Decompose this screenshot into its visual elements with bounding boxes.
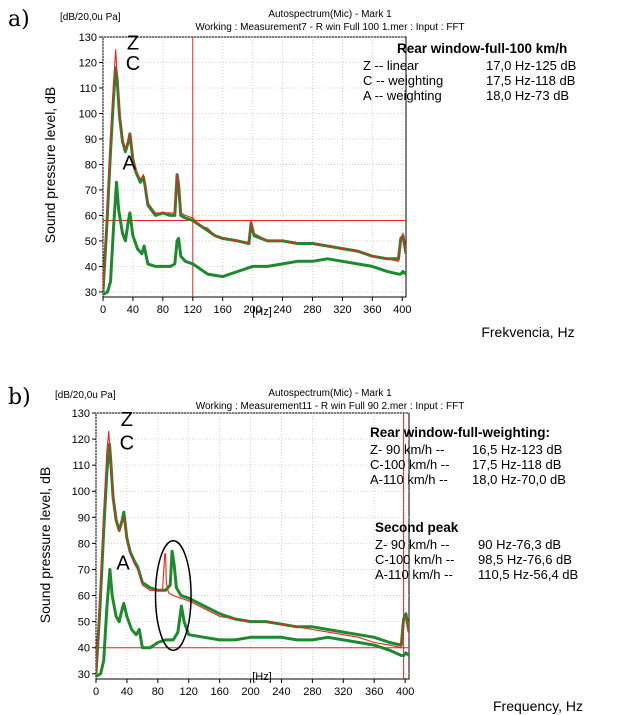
x-axis-label: Frequency, Hz (493, 698, 583, 714)
x-tick-label: 320 (334, 686, 352, 698)
y-tick-label: 60 (85, 210, 97, 222)
x-tick-label: 240 (272, 686, 290, 698)
y-tick-label: 80 (85, 159, 97, 171)
y-tick-label: 100 (72, 486, 90, 498)
curve-label-a: A (116, 552, 130, 574)
annotation-value: 17,0 Hz-125 dB (486, 58, 576, 73)
x-tick-label: 320 (333, 304, 351, 316)
annotation-value: 17,5 Hz-118 dB (472, 457, 561, 472)
x-axis-label: Frekvencia, Hz (481, 324, 574, 340)
y-tick-label: 50 (78, 617, 90, 629)
y-tick-label: 100 (79, 108, 97, 120)
panel-label: a) (8, 7, 30, 32)
series-line-a-110-km-h (96, 568, 409, 678)
y-tick-label: 130 (79, 32, 97, 44)
y-axis-label: Sound pressure level, dB (42, 87, 58, 243)
plot-area (95, 412, 410, 680)
annotation2-title: Second peak (375, 520, 459, 535)
y-tick-label: 120 (72, 434, 90, 446)
x-tick-label: 160 (210, 686, 228, 698)
annotation-label: C-100 km/h -- (370, 457, 449, 472)
series-group (96, 430, 409, 678)
y-tick-label: 110 (72, 460, 90, 472)
y-tick-label: 110 (79, 83, 97, 95)
y-tick-label: 120 (79, 57, 97, 69)
header-title: Autospectrum(Mic) - Mark 1 (268, 388, 392, 399)
x-tick-label: 280 (303, 304, 321, 316)
annotation-label: Z -- linear (363, 58, 419, 73)
y-tick-label: 70 (78, 564, 90, 576)
annotation-label: A -- weighting (363, 88, 442, 103)
series-line-z-90-km-h (96, 430, 409, 674)
x-tick-label: 80 (157, 304, 169, 316)
annotation2-label: Z- 90 km/h -- (375, 537, 449, 552)
y-tick-label: 50 (85, 236, 97, 248)
annotation-value: 18,0 Hz-70,0 dB (472, 472, 566, 487)
panel-label: b) (8, 385, 31, 410)
y-tick-label: 30 (78, 669, 90, 681)
x-tick-label: 0 (100, 304, 106, 316)
y-tick-label: 70 (85, 185, 97, 197)
annotation-block: Rear window-full-weighting: Z- 90 km/h --… (370, 425, 578, 582)
y-tick-label: 90 (85, 134, 97, 146)
annotation2-value: 98,5 Hz-76,6 dB (478, 552, 572, 567)
x-tick-label: 400 (396, 686, 414, 698)
annotation-value: 18,0 Hz-73 dB (486, 88, 569, 103)
annotation2-label: A-110 km/h -- (375, 567, 453, 582)
x-tick-label: 240 (273, 304, 291, 316)
annotation-title: Rear window-full-weighting: (370, 425, 550, 440)
annotation-value: 16,5 Hz-123 dB (472, 442, 562, 457)
x-tick-label: 360 (363, 304, 381, 316)
curve-label-c: C (126, 53, 140, 75)
y-axis-label: Sound pressure level, dB (37, 467, 53, 623)
x-tick-label: 40 (127, 304, 139, 316)
x-tick-label: 0 (93, 686, 99, 698)
header-title: Autospectrum(Mic) - Mark 1 (268, 9, 392, 20)
plot-area (102, 36, 407, 298)
annotation-title: Rear window-full-100 km/h (397, 41, 567, 56)
x-tick-label: 200 (243, 304, 261, 316)
x-tick-label: 40 (121, 686, 133, 698)
y-tick-label: 30 (85, 287, 97, 299)
curve-label-a: A (123, 153, 137, 175)
annotation2-label: C-100 km/h -- (375, 552, 454, 567)
x-tick-label: 360 (365, 686, 383, 698)
header-unit: [dB/20,0u Pa] (55, 390, 116, 401)
x-tick-label: 160 (214, 304, 232, 316)
x-unit-label: [Hz] (252, 671, 272, 683)
series-line-a (103, 180, 406, 296)
series-group (103, 49, 406, 296)
chart-panel-b: b) [dB/20,0u Pa] Autospectrum(Mic) - Mark … (8, 385, 583, 714)
annotation-label: A-110 km/h -- (370, 472, 448, 487)
annotation-block: Rear window-full-100 km/h Z -- linear 17,0… (363, 41, 576, 103)
x-tick-label: 120 (184, 304, 202, 316)
annotation-label: Z- 90 km/h -- (370, 442, 444, 457)
header-subtitle: Working : Measurement7 - R win Full 100 … (195, 22, 464, 33)
y-tick-label: 130 (72, 408, 90, 420)
y-tick-label: 40 (78, 643, 90, 655)
header-unit: [dB/20,0u Pa] (60, 12, 121, 23)
annotation2-value: 110,5 Hz-56,4 dB (478, 567, 578, 582)
x-tick-label: 80 (152, 686, 164, 698)
y-tick-label: 90 (78, 512, 90, 524)
x-unit-label: [Hz] (252, 306, 272, 318)
y-tick-label: 40 (85, 261, 97, 273)
curve-label-c: C (120, 433, 134, 455)
series-line-z (103, 49, 406, 292)
x-tick-label: 200 (241, 686, 259, 698)
header-subtitle: Working : Measurement11 - R win Full 90 … (196, 401, 465, 412)
annotation2-value: 90 Hz-76,3 dB (478, 537, 561, 552)
y-tick-label: 60 (78, 591, 90, 603)
x-tick-label: 280 (303, 686, 321, 698)
second-peak-ellipse (154, 540, 192, 652)
y-tick-label: 80 (78, 538, 90, 550)
curve-label-z: Z (127, 33, 139, 55)
x-tick-label: 400 (393, 304, 411, 316)
x-tick-label: 120 (180, 686, 198, 698)
annotation-value: 17,5 Hz-118 dB (486, 73, 575, 88)
curve-label-z: Z (121, 409, 133, 431)
annotation-label: C -- weighting (363, 73, 443, 88)
chart-panel-a: a) [dB/20,0u Pa] Autospectrum(Mic) - Mark … (8, 7, 576, 340)
